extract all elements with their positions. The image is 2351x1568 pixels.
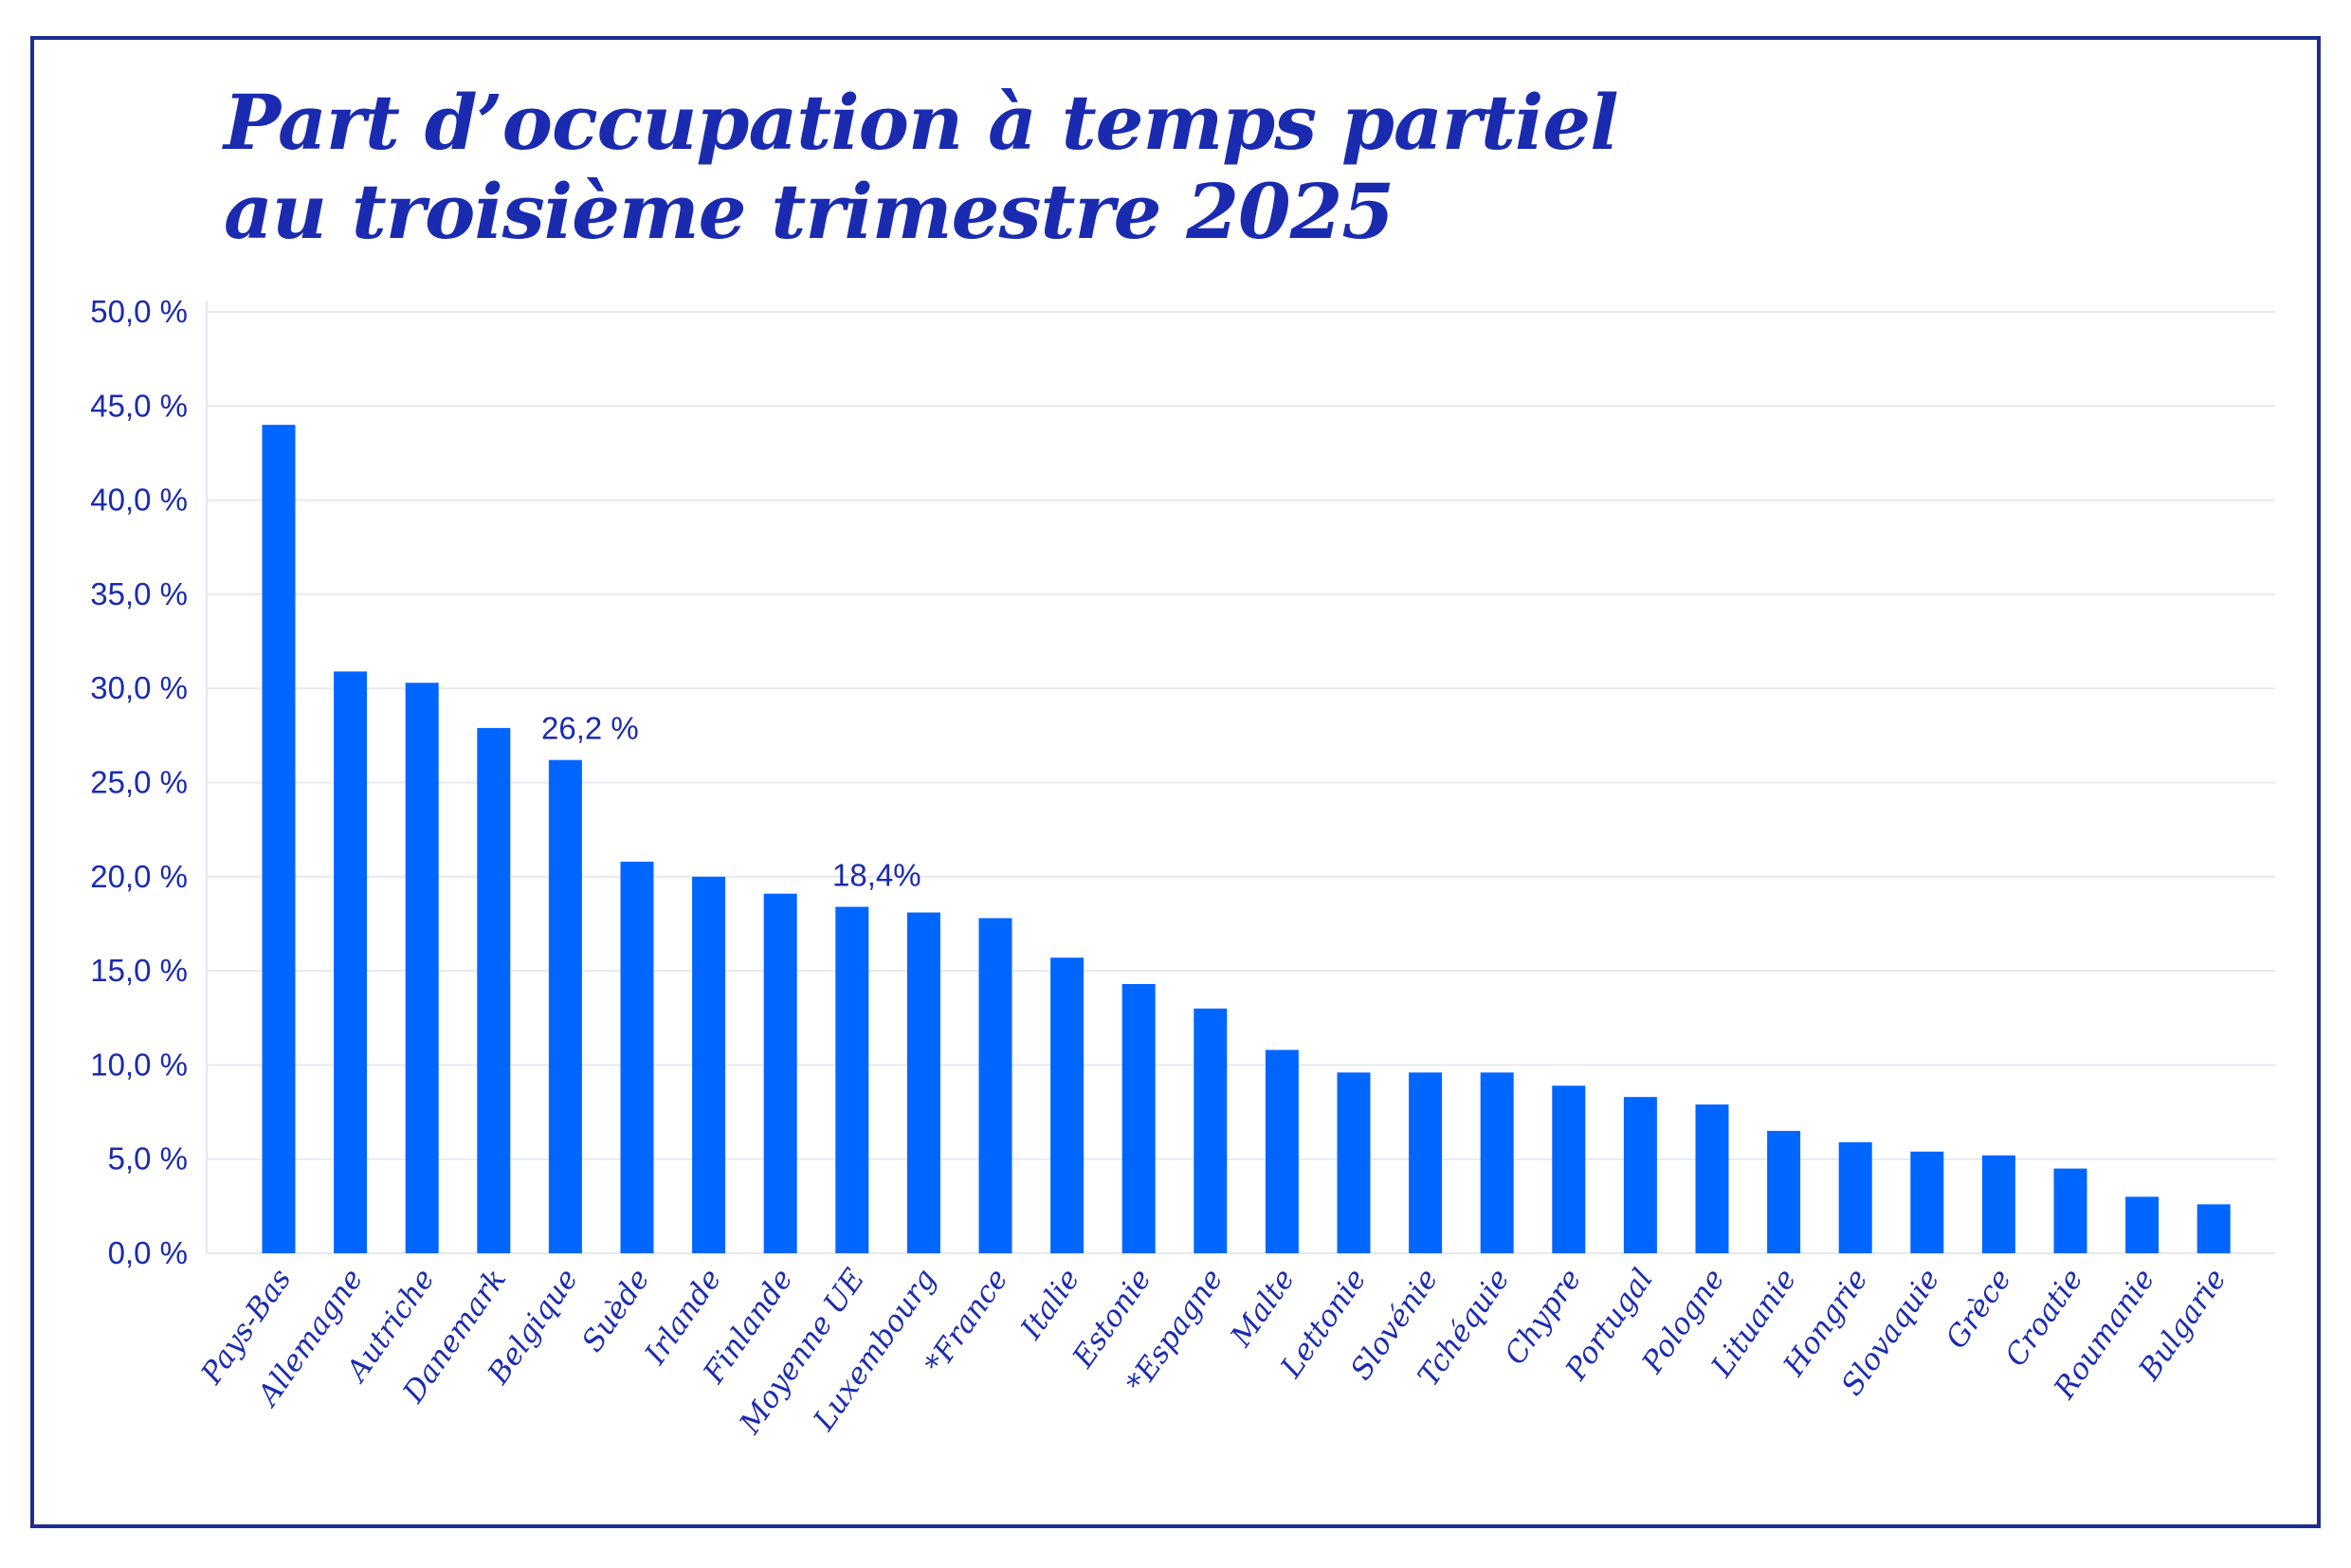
chart-title-line-1: Part d’occupation à temps partiel xyxy=(224,78,1619,167)
bar xyxy=(2053,1168,2087,1253)
y-axis: 0,0 % 5,0 % 10,0 % 15,0 % 20,0 % 25,0 % 30,0 %… xyxy=(90,294,2275,1270)
bar xyxy=(405,683,439,1253)
category-label: Italie xyxy=(1013,1263,1086,1346)
bar xyxy=(2196,1204,2231,1253)
bar xyxy=(620,861,654,1253)
bar xyxy=(548,759,582,1253)
category-labels: Pays-BasAllemagneAutricheDanemarkBelgiqu… xyxy=(194,1263,2233,1441)
bar xyxy=(1265,1049,1299,1253)
bar xyxy=(1767,1130,1801,1253)
y-tick-label: 25,0 % xyxy=(90,765,188,800)
bar xyxy=(906,912,940,1253)
y-tick-label: 30,0 % xyxy=(90,670,188,705)
bar xyxy=(477,727,511,1253)
bar xyxy=(692,876,726,1253)
data-label: 18,4% xyxy=(832,858,921,893)
bar xyxy=(1838,1141,1872,1253)
y-tick-label: 40,0 % xyxy=(90,483,188,518)
bar xyxy=(1050,957,1084,1253)
bar xyxy=(1910,1151,1944,1253)
y-tick-label: 0,0 % xyxy=(108,1235,188,1270)
bar xyxy=(1121,984,1156,1253)
y-tick-label: 45,0 % xyxy=(90,388,188,423)
y-tick-label: 50,0 % xyxy=(90,294,188,329)
bar xyxy=(1695,1104,1729,1253)
gridlines xyxy=(207,311,2275,1254)
bar xyxy=(1981,1155,2015,1253)
chart-frame xyxy=(30,36,2321,1528)
category-label: Malte xyxy=(1224,1263,1302,1354)
bar xyxy=(1409,1072,1443,1253)
bar xyxy=(1337,1072,1371,1253)
data-labels: 26,2 % 18,4% xyxy=(541,711,921,893)
bar xyxy=(334,671,368,1253)
bar xyxy=(978,918,1012,1253)
chart-title: Part d’occupation à temps partiel au tro… xyxy=(224,78,2025,256)
bar xyxy=(1194,1008,1228,1253)
data-label: 26,2 % xyxy=(541,711,639,746)
bar xyxy=(1552,1085,1586,1253)
y-tick-label: 20,0 % xyxy=(90,859,188,894)
bar xyxy=(262,425,296,1253)
bars xyxy=(262,425,2231,1253)
bar xyxy=(2125,1196,2160,1253)
bar xyxy=(1480,1072,1514,1253)
bar xyxy=(763,893,797,1253)
chart-title-line-2: au troisième trimestre 2025 xyxy=(224,167,1394,256)
y-tick-label: 10,0 % xyxy=(90,1047,188,1082)
bar xyxy=(1623,1097,1657,1253)
y-tick-label: 5,0 % xyxy=(108,1141,188,1176)
y-tick-label: 15,0 % xyxy=(90,953,188,988)
y-tick-label: 35,0 % xyxy=(90,576,188,611)
bar xyxy=(835,906,869,1253)
